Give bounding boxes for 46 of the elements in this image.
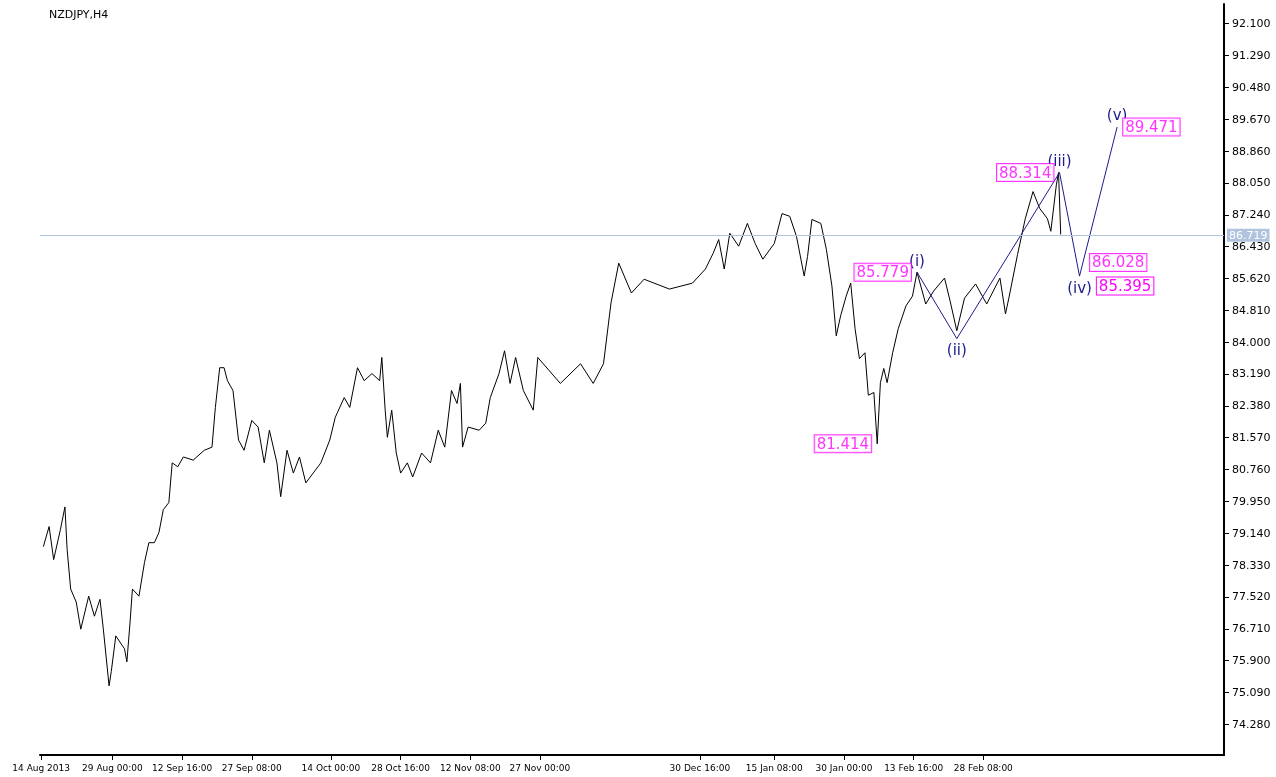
y-tick-label: 87.240 <box>1232 208 1271 222</box>
y-tick-label: 84.810 <box>1232 303 1271 317</box>
data-label: (ii) <box>946 341 967 360</box>
annotation: 85.395 <box>1098 276 1152 295</box>
x-tick-label: 30 Jan 00:00 <box>815 762 873 773</box>
y-tick-label: 75.900 <box>1232 654 1271 668</box>
y-tick-label: 79.140 <box>1232 526 1271 540</box>
data-label: (iv) <box>1067 278 1092 297</box>
y-tick-label: 75.090 <box>1232 685 1271 699</box>
data-label: (i) <box>909 251 925 270</box>
x-tick-label: 15 Jan 08:00 <box>745 762 804 773</box>
annotation: 81.414 <box>816 434 870 453</box>
x-tick-label: 14 Aug 2013 <box>12 762 71 773</box>
y-tick-label: 80.760 <box>1232 463 1271 477</box>
y-tick-label: 91.290 <box>1232 49 1271 63</box>
y-tick-label: 86.430 <box>1232 240 1271 254</box>
y-tick-label: 78.330 <box>1232 558 1271 572</box>
x-tick-label: 28 Oct 16:00 <box>371 762 431 773</box>
y-tick-label: 82.380 <box>1232 399 1271 413</box>
y-tick-label: 92.100 <box>1232 17 1271 31</box>
y-tick-label: 89.670 <box>1232 112 1271 126</box>
x-tick-label: 30 Dec 16:00 <box>669 762 731 773</box>
y-tick-label: 79.950 <box>1232 494 1271 508</box>
y-tick-label: 88.860 <box>1232 144 1271 158</box>
x-tick-label: 29 Aug 00:00 <box>82 762 144 773</box>
y-tick-label: 88.050 <box>1232 176 1271 190</box>
chart-title: NZDJPY,H4 <box>49 8 109 21</box>
x-tick-label: 13 Feb 16:00 <box>884 762 944 773</box>
x-tick-label: 28 Feb 08:00 <box>953 762 1014 773</box>
y-tick-label: 81.570 <box>1232 431 1271 445</box>
y-tick-label: 83.190 <box>1232 367 1271 381</box>
annotation: 85.779 <box>856 263 909 282</box>
x-tick-label: 27 Sep 08:00 <box>221 762 283 773</box>
annotation: 86.028 <box>1091 253 1145 272</box>
annotation: 89.471 <box>1125 118 1178 137</box>
y-tick-label: 84.000 <box>1232 335 1271 349</box>
y-tick-label: 76.710 <box>1232 622 1271 636</box>
x-tick-label: 12 Nov 08:00 <box>439 762 501 773</box>
x-tick-label: 12 Sep 16:00 <box>152 762 213 773</box>
y-tick-label: 90.480 <box>1232 80 1271 94</box>
y-tick-label: 77.520 <box>1232 590 1271 604</box>
y-tick-label: 74.280 <box>1232 717 1271 731</box>
ref-line-label: 86.719 <box>1229 228 1268 242</box>
x-tick-label: 14 Oct 00:00 <box>301 762 361 773</box>
x-tick-label: 27 Nov 00:00 <box>509 762 571 773</box>
y-tick-label: 85.620 <box>1232 271 1271 285</box>
